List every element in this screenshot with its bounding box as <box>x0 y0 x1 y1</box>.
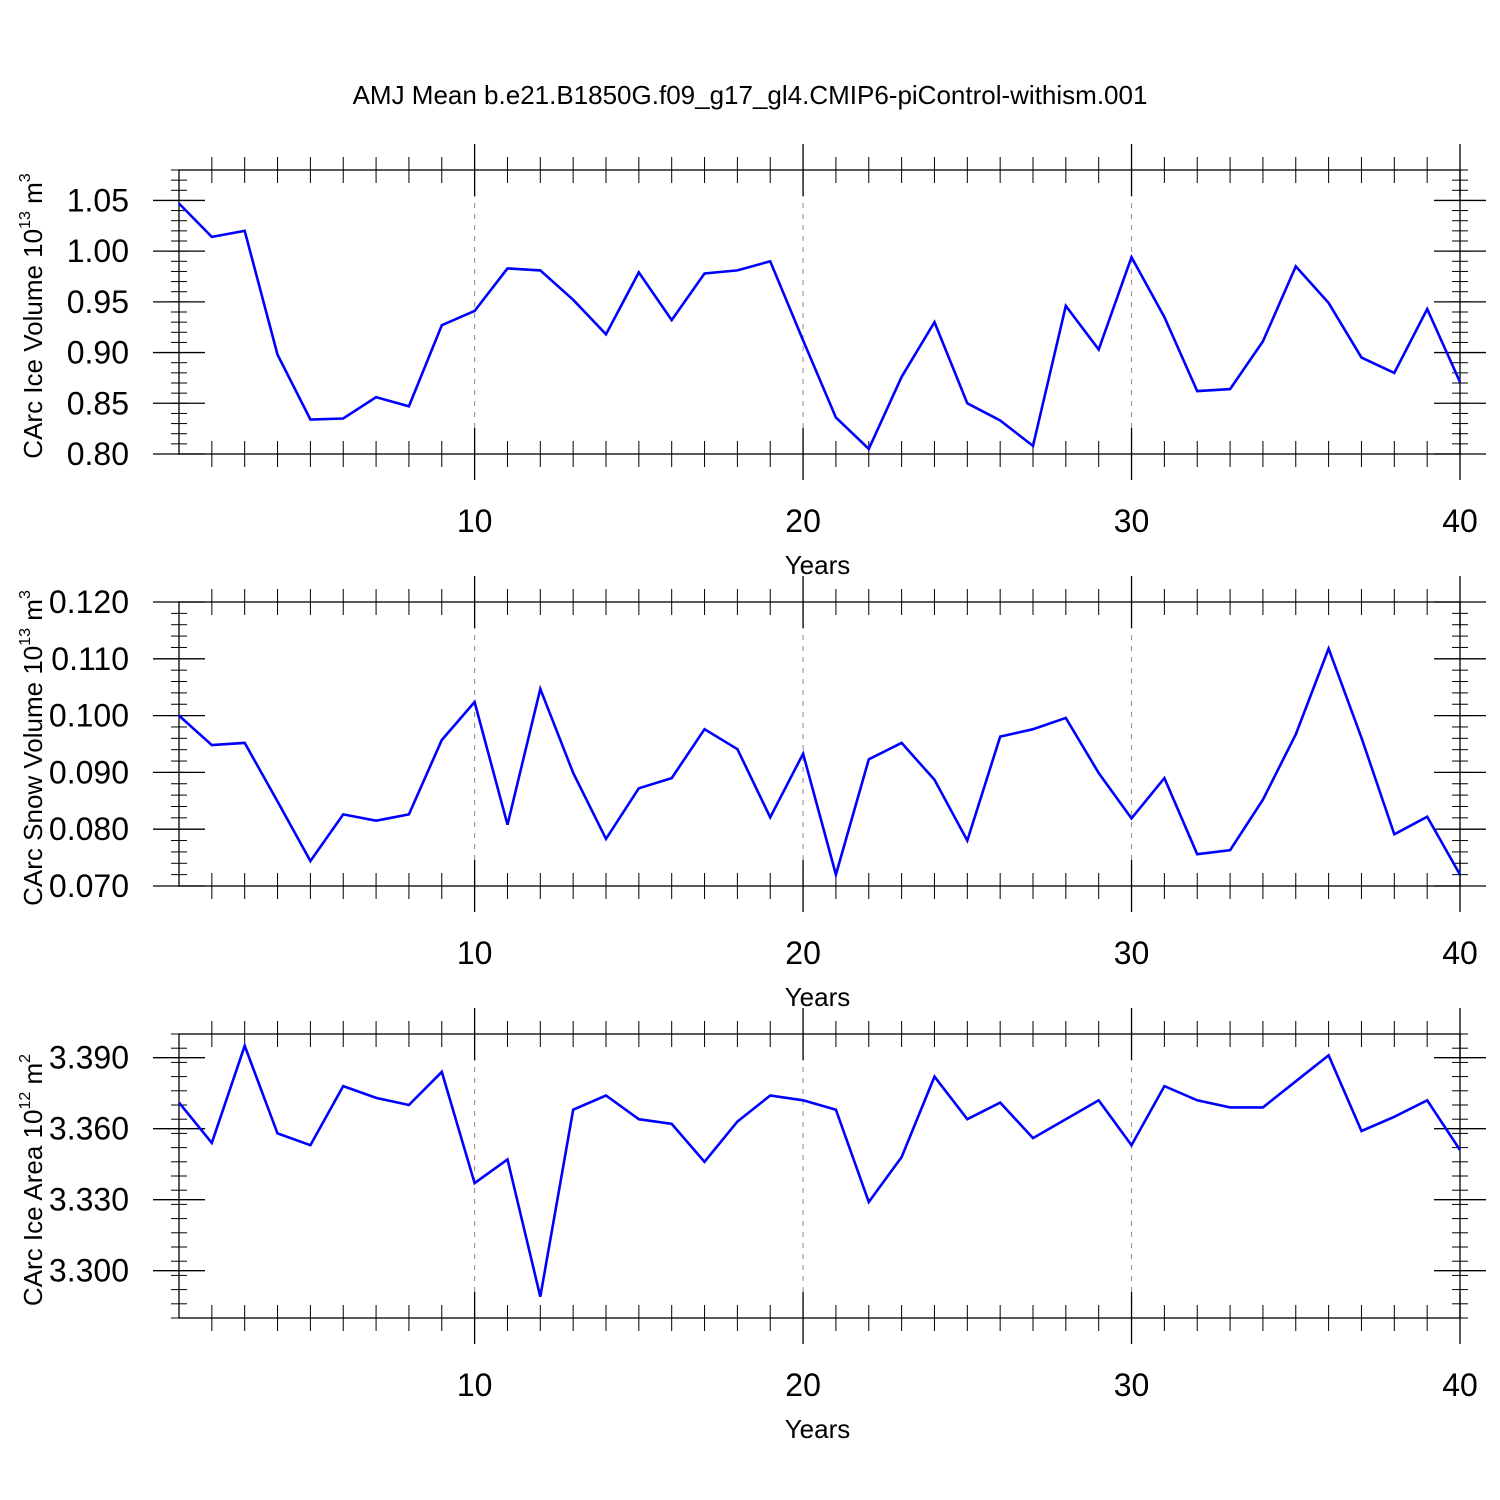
x-tick-label: 20 <box>785 935 821 971</box>
y-axis-title: CArc Ice Area 1012 m2 <box>17 1054 48 1306</box>
y-tick-label: 3.300 <box>49 1253 129 1289</box>
x-tick-label: 40 <box>1442 1367 1478 1403</box>
x-tick-label: 40 <box>1442 935 1478 971</box>
y-tick-label: 0.95 <box>67 284 129 320</box>
y-tick-label: 0.080 <box>49 811 129 847</box>
y-tick-label: 0.85 <box>67 385 129 421</box>
x-axis-title: Years <box>785 1414 851 1444</box>
y-tick-label: 0.120 <box>49 584 129 620</box>
plot-frame <box>179 170 1460 454</box>
x-tick-label: 30 <box>1114 1367 1150 1403</box>
x-tick-label: 10 <box>457 935 493 971</box>
x-tick-label: 20 <box>785 503 821 539</box>
x-tick-label: 10 <box>457 1367 493 1403</box>
y-axis-title: CArc Ice Volume 1013 m3 <box>17 173 48 458</box>
y-tick-label: 3.330 <box>49 1182 129 1218</box>
x-tick-label: 20 <box>785 1367 821 1403</box>
series-line <box>179 649 1460 875</box>
plot-frame <box>179 1034 1460 1318</box>
y-tick-label: 0.100 <box>49 698 129 734</box>
x-axis-title: Years <box>785 550 851 580</box>
x-tick-label: 30 <box>1114 503 1150 539</box>
y-tick-label: 0.90 <box>67 335 129 371</box>
y-tick-label: 0.090 <box>49 754 129 790</box>
y-axis-title: CArc Snow Volume 1013 m3 <box>17 590 48 906</box>
y-tick-label: 1.00 <box>67 233 129 269</box>
y-tick-label: 1.05 <box>67 182 129 218</box>
y-tick-label: 0.070 <box>49 868 129 904</box>
x-axis-title: Years <box>785 982 851 1012</box>
x-tick-label: 10 <box>457 503 493 539</box>
y-tick-label: 3.390 <box>49 1040 129 1076</box>
x-tick-label: 40 <box>1442 503 1478 539</box>
plot-frame <box>179 602 1460 886</box>
series-line <box>179 1046 1460 1297</box>
series-line <box>179 204 1460 449</box>
y-tick-label: 0.110 <box>51 641 129 677</box>
y-tick-label: 0.80 <box>67 436 129 472</box>
x-tick-label: 30 <box>1114 935 1150 971</box>
y-tick-label: 3.360 <box>49 1111 129 1147</box>
